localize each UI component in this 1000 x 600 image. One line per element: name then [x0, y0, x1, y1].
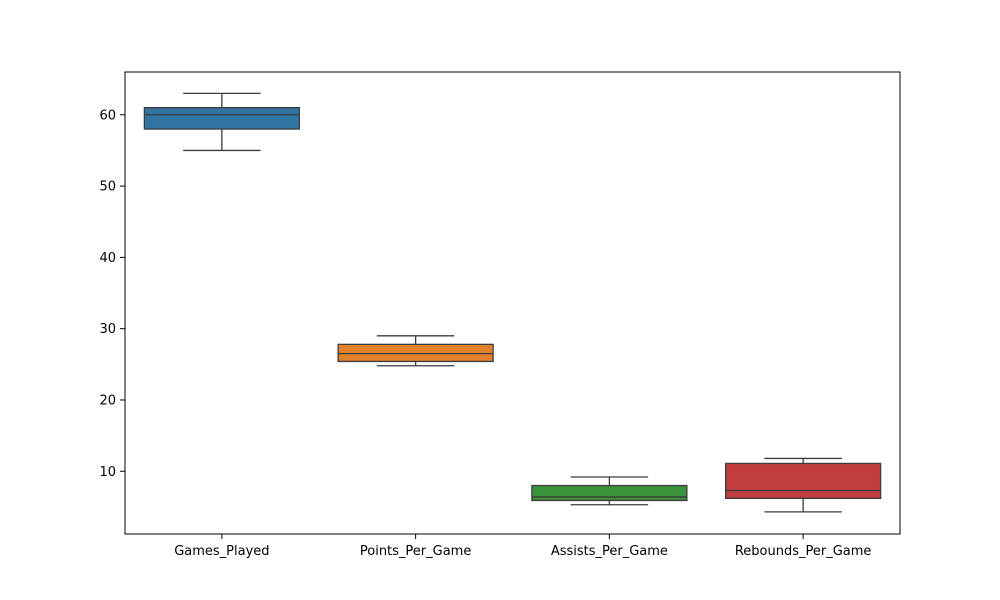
box-iqr	[531, 484, 688, 502]
box-iqr	[337, 343, 494, 363]
x-tick-label: Assists_Per_Game	[551, 544, 668, 559]
box-iqr	[143, 106, 301, 130]
x-tick-label: Rebounds_Per_Game	[735, 544, 872, 559]
box-group-rebounds-per-game	[724, 457, 882, 513]
y-tick-label: 60	[99, 108, 116, 123]
y-axis: 10 20 30 40 50 60	[99, 108, 125, 480]
box-group-games-played	[143, 92, 301, 152]
y-tick-label: 50	[99, 180, 116, 195]
y-tick-label: 10	[99, 465, 116, 480]
box-iqr	[724, 462, 882, 500]
x-axis: Games_Played Points_Per_Game Assists_Per_G…	[174, 534, 871, 559]
box-group-assists-per-game	[531, 476, 688, 506]
x-tick-label: Games_Played	[174, 544, 269, 559]
y-tick-label: 40	[99, 251, 116, 266]
x-tick-label: Points_Per_Game	[360, 544, 471, 559]
y-tick-label: 30	[99, 322, 116, 337]
y-tick-label: 20	[99, 393, 116, 408]
box-group-points-per-game	[337, 335, 494, 367]
boxes-layer	[143, 92, 882, 513]
plot-area-frame	[124, 71, 901, 535]
